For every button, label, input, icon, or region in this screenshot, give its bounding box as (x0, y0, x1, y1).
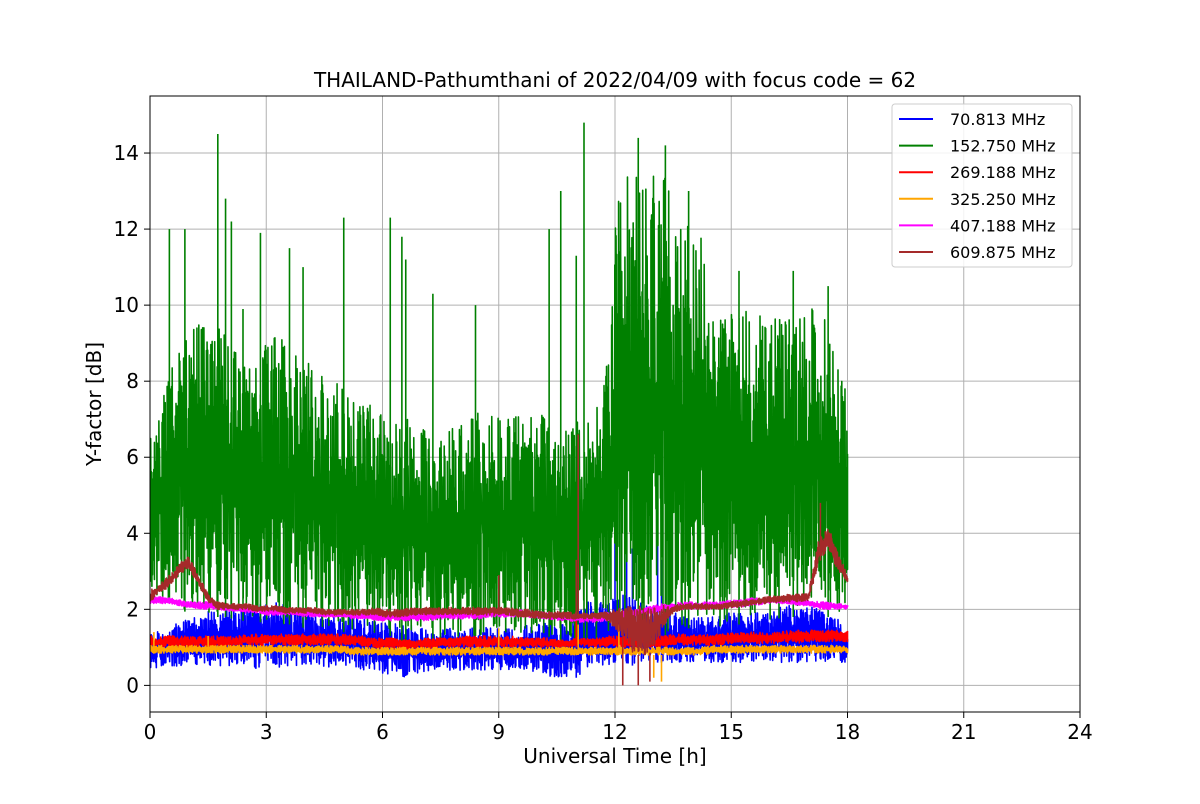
y-tick-label: 6 (126, 445, 139, 469)
y-tick-label: 4 (126, 521, 139, 545)
legend-label-5: 407.188 MHz (950, 216, 1055, 235)
x-tick-label: 6 (376, 720, 389, 744)
x-tick-label: 24 (1067, 720, 1092, 744)
legend-label-2: 152.750 MHz (950, 137, 1055, 156)
y-tick-label: 12 (114, 217, 139, 241)
x-tick-label: 3 (260, 720, 273, 744)
x-tick-label: 18 (835, 720, 860, 744)
x-tick-label: 21 (951, 720, 976, 744)
x-tick-label: 0 (144, 720, 157, 744)
series-line-4 (150, 624, 849, 682)
y-tick-label: 2 (126, 597, 139, 621)
y-tick-label: 10 (114, 293, 139, 317)
y-tick-label: 8 (126, 369, 139, 393)
series-line-6 (150, 434, 849, 686)
legend-items: 70.813 MHz 152.750 MHz 269.188 MHz 325.250 … (899, 110, 1055, 262)
legend-label-3: 269.188 MHz (950, 163, 1055, 182)
legend-label-4: 325.250 MHz (950, 190, 1055, 209)
series-layer (150, 122, 849, 686)
legend-box (891, 103, 1073, 268)
chart-title: THAILAND-Pathumthani of 2022/04/09 with … (313, 68, 916, 92)
legend-label-1: 70.813 MHz (950, 110, 1045, 129)
series-line-2 (150, 122, 849, 646)
x-tick-label: 12 (602, 720, 627, 744)
y-axis-label: Y-factor [dB] (82, 342, 106, 467)
y-tick-label: 14 (114, 141, 139, 165)
x-tick-label: 15 (719, 720, 744, 744)
x-axis-label: Universal Time [h] (523, 744, 706, 768)
x-tick-label: 9 (492, 720, 505, 744)
y-tick-label: 0 (126, 673, 139, 697)
legend: 70.813 MHz 152.750 MHz 269.188 MHz 325.250 … (891, 103, 1073, 268)
legend-label-6: 609.875 MHz (950, 243, 1055, 262)
